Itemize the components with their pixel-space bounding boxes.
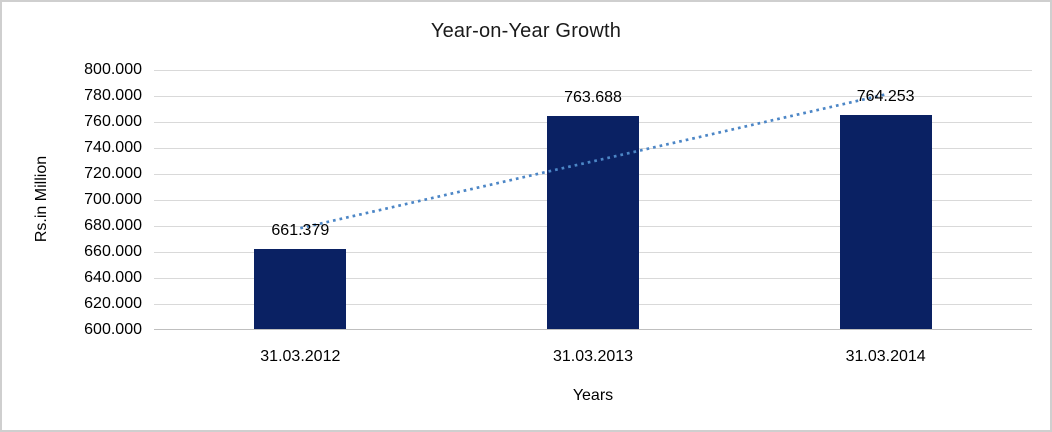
trendline [300, 93, 886, 230]
y-tick-label: 600.000 [84, 321, 142, 338]
gridline [154, 70, 1032, 71]
x-tick-label: 31.03.2012 [260, 348, 341, 365]
y-tick-label: 700.000 [84, 191, 142, 208]
x-tick-label: 31.03.2013 [552, 348, 634, 365]
trendline-segment [300, 93, 886, 230]
y-tick-label: 640.000 [84, 269, 142, 286]
gridline [154, 96, 1032, 97]
y-tick-label: 620.000 [84, 295, 142, 312]
bar [547, 116, 639, 329]
x-axis-line [154, 329, 1032, 330]
y-tick-label: 760.000 [84, 113, 142, 130]
bar-data-label: 661.379 [271, 222, 330, 240]
bar-data-label: 763.688 [564, 89, 622, 107]
x-axis-title: Years [572, 387, 614, 404]
plot-area [154, 70, 1032, 330]
bar [839, 115, 932, 329]
y-tick-label: 680.000 [84, 217, 142, 234]
bar [254, 249, 347, 329]
y-tick-label: 660.000 [84, 243, 142, 260]
bar-data-label: 764.253 [856, 88, 915, 106]
y-tick-label: 720.000 [84, 165, 142, 182]
x-tick-label: 31.03.2014 [845, 348, 926, 365]
chart-title: Year-on-Year Growth [430, 20, 622, 42]
y-tick-label: 740.000 [84, 139, 142, 156]
y-tick-label: 780.000 [84, 87, 142, 104]
y-tick-label: 800.000 [84, 61, 142, 78]
